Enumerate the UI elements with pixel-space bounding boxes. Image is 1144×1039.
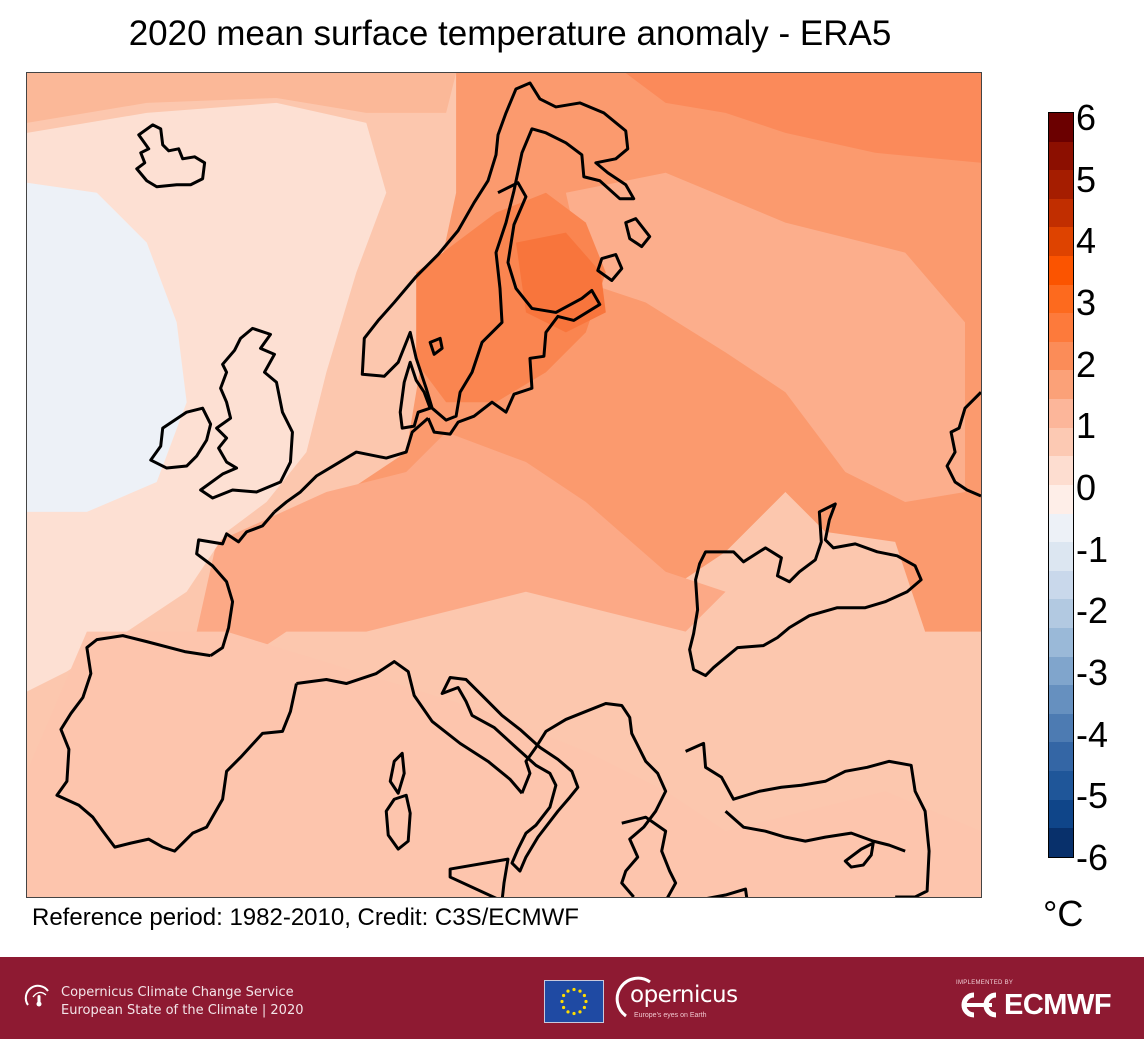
colorbar-tick-label: 3 xyxy=(1076,285,1096,321)
colorbar-tick-label: 1 xyxy=(1076,408,1096,444)
eu-star xyxy=(578,990,581,993)
ecmwf-symbol-icon xyxy=(956,991,1000,1019)
eu-star xyxy=(562,994,565,997)
colorbar-segment xyxy=(1049,828,1073,857)
eu-star xyxy=(572,1012,575,1015)
colorbar-segment xyxy=(1049,571,1073,600)
colorbar-tick-label: -6 xyxy=(1076,840,1108,876)
colorbar-segment xyxy=(1049,370,1073,399)
colorbar-segment xyxy=(1049,456,1073,485)
colorbar-segment xyxy=(1049,199,1073,228)
eu-star xyxy=(584,1000,587,1003)
c3s-label: Copernicus Climate Change Service Europe… xyxy=(61,984,303,1020)
colorbar-segment xyxy=(1049,657,1073,686)
colorbar-tick-label: -3 xyxy=(1076,655,1108,691)
colorbar-segment xyxy=(1049,542,1073,571)
eu-star xyxy=(583,994,586,997)
eu-star xyxy=(583,1006,586,1009)
anomaly-map xyxy=(26,72,982,898)
colorbar-segment xyxy=(1049,714,1073,743)
colorbar-segment xyxy=(1049,285,1073,314)
colorbar-segment xyxy=(1049,428,1073,457)
copernicus-logo: opernicus Europe's eyes on Earth xyxy=(606,976,724,1020)
eu-star xyxy=(566,1010,569,1013)
colorbar-segment xyxy=(1049,113,1073,142)
colorbar-segment xyxy=(1049,342,1073,371)
colorbar-tick-label: 4 xyxy=(1076,223,1096,259)
eu-star xyxy=(578,1010,581,1013)
colorbar-tick-label: -4 xyxy=(1076,717,1108,753)
colorbar-tick-label: -2 xyxy=(1076,593,1108,629)
colorbar-tick-label: 2 xyxy=(1076,347,1096,383)
colorbar-segment xyxy=(1049,514,1073,543)
colorbar-tick-label: 6 xyxy=(1076,100,1096,136)
colorbar-segment xyxy=(1049,227,1073,256)
colorbar-segment xyxy=(1049,742,1073,771)
colorbar-segment xyxy=(1049,142,1073,171)
copernicus-tagline: Europe's eyes on Earth xyxy=(634,1012,707,1019)
map-svg xyxy=(27,73,981,897)
colorbar-segment xyxy=(1049,771,1073,800)
colorbar-segment xyxy=(1049,628,1073,657)
footer-banner: Copernicus Climate Change Service Europe… xyxy=(0,957,1144,1039)
colorbar-segment xyxy=(1049,256,1073,285)
colorbar-tick-label: -1 xyxy=(1076,532,1108,568)
c3s-line2: European State of the Climate | 2020 xyxy=(61,1002,303,1020)
colorbar-tick-label: 0 xyxy=(1076,470,1096,506)
c3s-line1: Copernicus Climate Change Service xyxy=(61,984,303,1002)
ecmwf-wordmark: ECMWF xyxy=(1004,989,1111,1022)
colorbar-segment xyxy=(1049,399,1073,428)
colorbar-segment xyxy=(1049,800,1073,829)
eu-star xyxy=(562,1006,565,1009)
c3s-thermometer-icon xyxy=(24,983,54,1013)
colorbar-tick-label: 5 xyxy=(1076,162,1096,198)
implemented-by-label: IMPLEMENTED BY xyxy=(956,980,1013,986)
reference-credit: Reference period: 1982-2010, Credit: C3S… xyxy=(32,904,579,932)
colorbar-unit: °C xyxy=(1043,893,1083,935)
eu-star xyxy=(560,1000,563,1003)
eu-stars-icon xyxy=(545,981,603,1022)
eu-flag-icon xyxy=(544,980,604,1023)
colorbar xyxy=(1048,112,1074,858)
eu-star xyxy=(566,990,569,993)
colorbar-segment xyxy=(1049,313,1073,342)
colorbar-tick-label: -5 xyxy=(1076,778,1108,814)
copernicus-wordmark: opernicus xyxy=(630,982,738,1008)
colorbar-segment xyxy=(1049,599,1073,628)
chart-title: 2020 mean surface temperature anomaly - … xyxy=(0,14,1020,54)
colorbar-segment xyxy=(1049,685,1073,714)
eu-star xyxy=(572,988,575,991)
colorbar-segment xyxy=(1049,170,1073,199)
colorbar-segment xyxy=(1049,485,1073,514)
ecmwf-logo: ECMWF xyxy=(956,989,1111,1021)
